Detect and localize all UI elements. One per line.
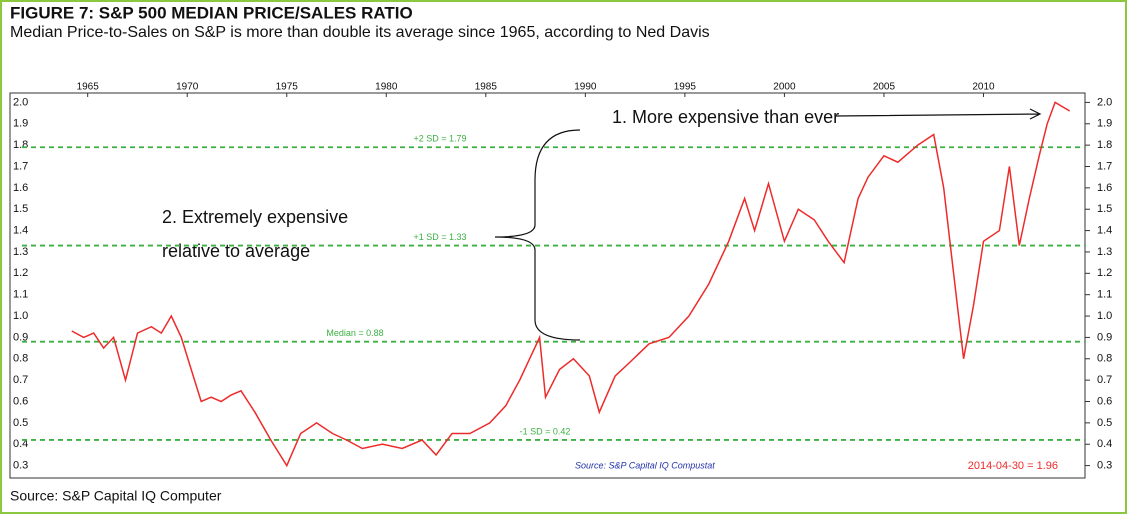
y-tick-label: 1.9 — [13, 118, 28, 130]
x-tick-label: 1975 — [276, 82, 299, 93]
x-tick-label: 2010 — [972, 82, 995, 93]
y-tick-label: 1.3 — [1097, 246, 1112, 258]
x-tick-label: 2000 — [773, 82, 796, 93]
y-tick-label: 1.4 — [13, 224, 28, 236]
y-tick-label: 0.5 — [13, 417, 28, 429]
y-tick-label: 1.7 — [13, 160, 28, 172]
y-tick-label: 1.1 — [13, 289, 28, 301]
last-value-label: 2014-04-30 = 1.96 — [968, 460, 1058, 472]
chart-subtitle: Median Price-to-Sales on S&P is more tha… — [10, 24, 710, 41]
y-tick-label: 1.0 — [1097, 310, 1112, 322]
y-tick-label: 0.9 — [13, 331, 28, 343]
y-tick-label: 0.7 — [13, 374, 28, 386]
y-tick-label: 1.6 — [1097, 182, 1112, 194]
brace — [494, 129, 581, 341]
y-tick-label: 0.3 — [1097, 459, 1112, 471]
y-tick-label: 1.4 — [1097, 224, 1112, 236]
y-tick-label: 1.8 — [13, 139, 28, 151]
annotation: 2. Extremely expensive — [162, 207, 348, 227]
y-tick-label: 0.7 — [1097, 374, 1112, 386]
y-tick-label: 1.0 — [13, 310, 28, 322]
reference-label: +1 SD = 1.33 — [413, 232, 466, 242]
y-tick-label: 2.0 — [13, 96, 28, 108]
y-tick-label: 1.5 — [1097, 203, 1112, 215]
y-tick-label: 0.4 — [1097, 438, 1112, 450]
annotation: 1. More expensive than ever — [612, 107, 839, 127]
y-tick-label: 1.1 — [1097, 289, 1112, 301]
y-tick-label: 0.4 — [13, 438, 28, 450]
y-tick-label: 0.6 — [1097, 395, 1112, 407]
source-note: Source: S&P Capital IQ Compustat — [575, 460, 715, 470]
y-tick-label: 0.3 — [13, 459, 28, 471]
footer: Source: S&P Capital IQ Computer — [10, 488, 222, 504]
y-tick-label: 0.8 — [13, 353, 28, 365]
y-tick-label: 1.2 — [13, 267, 28, 279]
y-tick-label: 1.2 — [1097, 267, 1112, 279]
arrow — [834, 108, 1042, 120]
y-tick-label: 1.7 — [1097, 160, 1112, 172]
y-tick-label: 1.8 — [1097, 139, 1112, 151]
x-tick-label: 1965 — [77, 82, 100, 93]
reference-label: -1 SD = 0.42 — [520, 426, 571, 436]
y-tick-label: 1.5 — [13, 203, 28, 215]
y-tick-label: 0.9 — [1097, 331, 1112, 343]
y-tick-label: 1.6 — [13, 182, 28, 194]
reference-label: +2 SD = 1.79 — [413, 134, 466, 144]
y-tick-label: 2.0 — [1097, 96, 1112, 108]
y-tick-label: 1.9 — [1097, 118, 1112, 130]
plot-frame — [9, 92, 1086, 479]
x-tick-label: 1990 — [574, 82, 597, 93]
x-tick-label: 2005 — [873, 82, 896, 93]
x-tick-label: 1970 — [176, 82, 199, 93]
x-tick-label: 1995 — [674, 82, 697, 93]
y-tick-label: 0.8 — [1097, 353, 1112, 365]
y-tick-label: 0.5 — [1097, 417, 1112, 429]
y-tick-label: 1.3 — [13, 246, 28, 258]
chart-title: FIGURE 7: S&P 500 MEDIAN PRICE/SALES RAT… — [10, 3, 413, 22]
annotation: relative to average — [162, 241, 310, 261]
x-tick-label: 1980 — [375, 82, 398, 93]
data-line — [71, 101, 1071, 468]
y-tick-label: 0.6 — [13, 395, 28, 407]
reference-label: Median = 0.88 — [326, 328, 383, 338]
x-tick-label: 1985 — [475, 82, 498, 93]
